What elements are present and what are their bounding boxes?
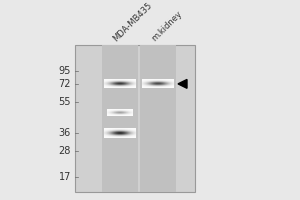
Text: 36: 36 xyxy=(59,128,71,138)
Bar xyxy=(75,45,195,192)
Text: 17: 17 xyxy=(58,172,71,182)
Text: 95: 95 xyxy=(58,66,71,76)
Text: 28: 28 xyxy=(58,146,71,156)
Bar xyxy=(140,45,176,192)
Text: 72: 72 xyxy=(58,79,71,89)
Text: m.kidney: m.kidney xyxy=(150,9,184,43)
Bar xyxy=(102,45,138,192)
Text: 55: 55 xyxy=(58,97,71,107)
Polygon shape xyxy=(178,79,187,88)
Text: MDA-MB435: MDA-MB435 xyxy=(112,0,154,43)
